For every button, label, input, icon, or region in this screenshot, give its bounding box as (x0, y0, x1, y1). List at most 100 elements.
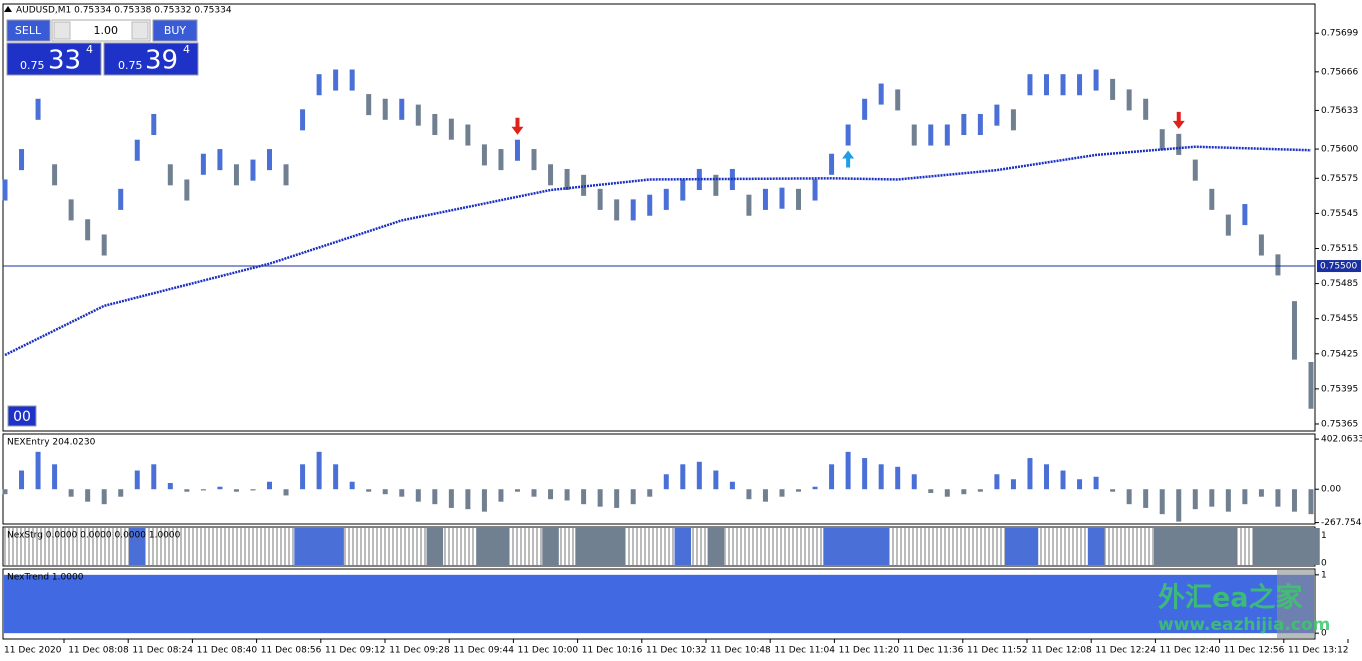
strength-block (525, 528, 543, 565)
time-label: 11 Dec 10:48 (710, 646, 771, 656)
histogram-bar (1027, 458, 1033, 490)
histogram-bar (118, 489, 124, 497)
signal-arrow (1172, 111, 1185, 129)
y-tick-label: 0.75515 (1321, 244, 1358, 254)
strength-block (988, 528, 1006, 565)
time-label: 11 Dec 13:12 (1288, 646, 1349, 656)
y-tick-label: -267.7545 (1321, 518, 1362, 528)
watermark-block (1277, 570, 1315, 638)
lot-input[interactable] (51, 19, 151, 42)
histogram-bar (1010, 479, 1016, 490)
histogram-bar (1060, 470, 1066, 490)
strength-block (1187, 528, 1205, 565)
strength-block (608, 528, 626, 565)
time-label: 11 Dec 12:24 (1095, 646, 1156, 656)
strength-block (972, 528, 990, 565)
histogram-bar (2, 489, 8, 495)
strength-block (509, 528, 527, 565)
histogram-bar (1126, 489, 1132, 505)
histogram-bar (779, 489, 785, 497)
histogram-bar (663, 474, 669, 490)
strength-block (1087, 528, 1105, 565)
sell-price-box[interactable] (6, 42, 102, 76)
histogram-bar (862, 458, 868, 490)
strength-block (1220, 528, 1238, 565)
histogram-bar (382, 489, 388, 495)
y-tick-label: 0.75666 (1321, 67, 1358, 77)
trend-block (4, 574, 1314, 634)
strength-block (839, 528, 857, 565)
strength-block (558, 528, 576, 565)
strength-block (211, 528, 229, 565)
buy-label: BUY (164, 24, 187, 37)
strength-block (955, 528, 973, 565)
histogram-bar (68, 489, 74, 497)
strength-block (261, 528, 279, 565)
y-tick-label: 0.75395 (1321, 384, 1358, 394)
histogram-bar (399, 489, 405, 497)
entry-panel (2, 433, 1316, 525)
strength-block (542, 528, 560, 565)
strength-block (426, 528, 444, 565)
time-label: 11 Dec 08:56 (261, 646, 322, 656)
histogram-bar (845, 451, 851, 490)
histogram-bar (729, 481, 735, 490)
main-panel (2, 3, 1316, 432)
sell-button[interactable] (6, 19, 51, 42)
strength-block (476, 528, 494, 565)
strength-block (443, 528, 461, 565)
panel-title: NexTrend 1.0000 (7, 573, 84, 583)
histogram-bar (267, 481, 273, 490)
histogram-bar (977, 489, 983, 492)
histogram-bar (961, 489, 967, 495)
strength-block (856, 528, 874, 565)
collapse-icon[interactable] (4, 6, 12, 12)
timer-box (7, 405, 37, 427)
strength-block (162, 528, 180, 565)
moving-average (4, 145, 1312, 357)
buy-price-pips: 39 (145, 46, 178, 76)
y-tick-label: 0 (1321, 629, 1327, 639)
histogram-bar (200, 489, 206, 491)
timer: 00 (13, 409, 31, 425)
buy-button[interactable] (152, 19, 198, 42)
histogram-bar (101, 489, 107, 505)
y-tick-label: 1 (1321, 570, 1327, 580)
strength-block (1203, 528, 1221, 565)
histogram-bar (1291, 489, 1297, 512)
strength-block (757, 528, 775, 565)
sell-price-big: 0.75 (20, 59, 45, 72)
strength-block (575, 528, 593, 565)
histogram-bar (1110, 489, 1116, 492)
strength-block (195, 528, 213, 565)
buy-price-box[interactable] (103, 42, 199, 76)
strength-block (773, 528, 791, 565)
histogram-bar (283, 489, 289, 496)
histogram-bar (233, 489, 239, 492)
strength-block (1021, 528, 1039, 565)
strength-block (1286, 528, 1304, 565)
strength-block (889, 528, 907, 565)
histogram-bar (448, 489, 454, 508)
lot-value: 1.00 (94, 24, 119, 37)
y-tick-label: 0.75455 (1321, 314, 1358, 324)
strength-block (740, 528, 758, 565)
lot-increase[interactable] (131, 21, 149, 40)
sell-price-point: 4 (86, 43, 93, 56)
strength-block (492, 528, 510, 565)
histogram-bar (1043, 464, 1049, 490)
histogram-bar (184, 489, 190, 492)
strength-block (1302, 528, 1320, 565)
histogram-bar (1258, 489, 1264, 497)
strength-block (1269, 528, 1287, 565)
time-label: 11 Dec 08:08 (68, 646, 129, 656)
lot-decrease[interactable] (53, 21, 71, 40)
histogram-bar (647, 489, 653, 497)
strength-block (178, 528, 196, 565)
histogram-bar (1159, 489, 1165, 515)
strength-block (343, 528, 361, 565)
histogram-bar (415, 489, 421, 502)
buy-price-point: 4 (183, 43, 190, 56)
strength-block (1054, 528, 1072, 565)
